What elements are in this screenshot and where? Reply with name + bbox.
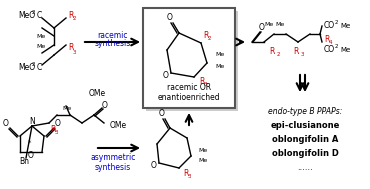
Text: MeO: MeO	[18, 64, 35, 73]
Text: N: N	[29, 118, 35, 126]
Text: epi-clusianone: epi-clusianone	[270, 122, 340, 130]
Text: 4: 4	[328, 40, 332, 44]
Text: Me: Me	[37, 44, 46, 50]
Text: CO: CO	[324, 22, 335, 30]
Text: R: R	[269, 47, 275, 57]
Text: oblongifolin A: oblongifolin A	[272, 136, 338, 145]
Text: R: R	[183, 170, 188, 178]
Text: synthesis: synthesis	[95, 40, 131, 49]
Text: 2: 2	[207, 36, 211, 40]
Text: Me: Me	[198, 147, 207, 153]
Text: 2: 2	[31, 63, 35, 67]
Text: O: O	[259, 23, 265, 33]
Text: 3: 3	[203, 83, 207, 88]
Text: R: R	[293, 47, 299, 57]
Text: asymmetric: asymmetric	[90, 153, 136, 163]
Text: 2: 2	[72, 15, 76, 20]
Text: MeO: MeO	[18, 12, 35, 20]
Text: racemic: racemic	[98, 30, 128, 40]
Text: O: O	[102, 101, 108, 109]
Text: oblongifolin D: oblongifolin D	[272, 149, 339, 159]
Text: O: O	[151, 160, 157, 170]
Text: O: O	[163, 70, 169, 80]
Text: 2: 2	[276, 53, 280, 57]
Text: synthesis: synthesis	[95, 163, 131, 171]
Text: Me: Me	[215, 53, 224, 57]
Text: Me: Me	[63, 105, 72, 111]
Text: 3: 3	[54, 130, 58, 136]
Text: enantioenriched: enantioenriched	[158, 94, 220, 102]
Bar	[146, 11, 238, 111]
Text: R: R	[324, 35, 329, 43]
Text: O: O	[3, 119, 9, 129]
Text: R: R	[68, 11, 73, 19]
Text: 2: 2	[334, 20, 338, 26]
Text: C: C	[37, 64, 42, 73]
Text: R: R	[50, 125, 56, 135]
Text: Me: Me	[265, 22, 274, 26]
Text: Me: Me	[215, 64, 224, 70]
Text: 3: 3	[187, 174, 191, 180]
Text: Me: Me	[275, 22, 285, 26]
Text: racemic OR: racemic OR	[167, 84, 211, 92]
Text: O: O	[55, 119, 61, 129]
Text: OMe: OMe	[110, 122, 127, 130]
Text: R: R	[199, 77, 204, 87]
Text: Me: Me	[37, 35, 46, 40]
Text: 2: 2	[31, 11, 35, 15]
Text: OMe: OMe	[88, 90, 105, 98]
Text: O: O	[28, 152, 34, 160]
Text: CO: CO	[324, 46, 335, 54]
Text: *: *	[28, 140, 32, 146]
Text: 2: 2	[334, 44, 338, 50]
Text: 3: 3	[300, 53, 304, 57]
Text: Me: Me	[340, 23, 350, 29]
Bar	[143, 8, 235, 108]
Text: ......: ......	[297, 163, 313, 171]
Text: O: O	[167, 13, 173, 22]
Text: C: C	[37, 12, 42, 20]
Text: Bn: Bn	[19, 157, 29, 167]
Text: R: R	[68, 43, 73, 53]
Text: R: R	[203, 30, 208, 40]
Text: Me: Me	[198, 159, 207, 163]
Text: 3: 3	[72, 50, 76, 54]
Text: Me: Me	[340, 47, 350, 53]
Text: O: O	[159, 109, 165, 119]
Text: endo-type B PPAPs:: endo-type B PPAPs:	[268, 108, 342, 116]
